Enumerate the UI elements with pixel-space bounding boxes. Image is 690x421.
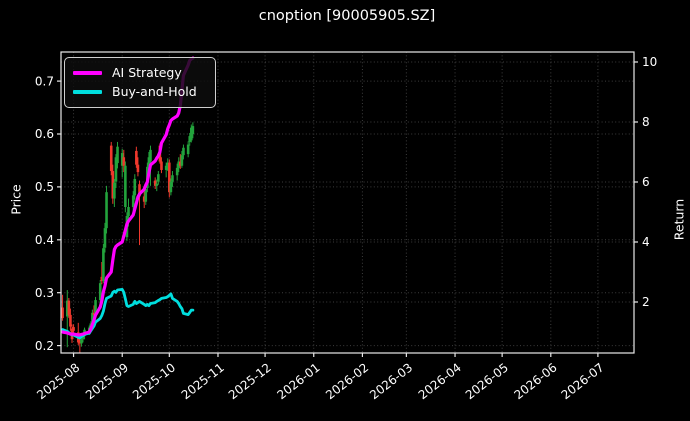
candle-down <box>92 312 96 315</box>
x-tick-label: 2026-01 <box>274 360 322 402</box>
candle-up <box>186 144 190 155</box>
candle-up <box>127 206 130 216</box>
candle-up <box>164 165 168 170</box>
plot-frame <box>60 51 635 354</box>
price-axis-label: Price <box>8 184 24 215</box>
candle-up <box>191 126 195 134</box>
x-tick-label: 2026-07 <box>559 360 607 402</box>
ai-strategy-line-swatch <box>73 71 102 75</box>
candle-up <box>105 192 108 229</box>
price-tick-label: 0.6 <box>35 127 54 141</box>
candle-down <box>142 196 146 202</box>
candle-down <box>122 157 126 166</box>
x-tick-label: 2026-02 <box>323 360 371 402</box>
buy-and-hold-line-swatch <box>73 90 102 94</box>
price-tick-label: 0.7 <box>35 74 54 88</box>
candle-up <box>131 195 135 207</box>
legend-item-ai-strategy: AI Strategy <box>73 64 207 80</box>
candle-down <box>179 161 182 166</box>
series-line-ai-strategy <box>60 56 195 337</box>
return-tick-label: 10 <box>642 55 657 69</box>
candle-up <box>182 147 185 156</box>
price-tick-label: 0.3 <box>35 286 54 300</box>
series-line-buy-and-hold <box>61 287 195 340</box>
x-tick-label: 2025-12 <box>226 360 274 402</box>
return-axis-label: Return <box>671 198 687 241</box>
x-tick-label: 2026-06 <box>512 360 560 402</box>
candle-down <box>109 145 113 172</box>
candle-up <box>98 283 102 301</box>
candle-up <box>189 127 193 141</box>
candle-up <box>157 174 160 182</box>
candle-up <box>102 248 105 282</box>
candle-down <box>78 342 82 344</box>
candle-up <box>147 157 151 167</box>
candle-down <box>160 161 163 170</box>
candle-down <box>138 184 141 197</box>
x-tick-label: 2025-10 <box>130 360 178 402</box>
candle-up <box>65 300 69 317</box>
legend-item-buy-and-hold: Buy-and-Hold <box>73 83 207 99</box>
candle-up <box>94 300 97 315</box>
candle-up <box>113 182 116 199</box>
candle-up <box>180 155 184 166</box>
candle-up <box>81 336 85 340</box>
candle-up <box>149 149 152 162</box>
price-tick-label: 0.2 <box>35 339 54 353</box>
candle-up <box>80 339 83 344</box>
return-tick-label: 4 <box>642 235 650 249</box>
candle-up <box>175 167 179 176</box>
candle-down <box>72 327 75 331</box>
return-tick-label: 6 <box>642 175 650 189</box>
candle-down <box>69 314 72 327</box>
price-tick-label: 0.5 <box>35 180 54 194</box>
candle-up <box>124 165 127 207</box>
candle-down <box>111 171 115 199</box>
x-tick-label: 2026-05 <box>463 360 511 402</box>
chart-title: cnoption [90005905.SZ] <box>258 8 436 24</box>
candle-up <box>169 181 173 193</box>
x-tick-label: 2026-03 <box>367 360 415 402</box>
return-tick-label: 8 <box>642 115 650 129</box>
candle-up <box>103 228 107 248</box>
x-tick-label: 2025-11 <box>179 360 227 402</box>
candle-up <box>155 183 159 186</box>
candle-down <box>168 162 171 193</box>
candle-up <box>144 189 148 202</box>
candle-up <box>166 162 170 166</box>
candle-up <box>188 136 192 142</box>
candle-down <box>100 276 104 282</box>
legend-label-buy-and-hold: Buy-and-Hold <box>112 83 197 99</box>
candle-down <box>61 307 64 319</box>
candle-down <box>67 300 71 315</box>
x-tick-label: 2026-04 <box>416 360 464 402</box>
candle-up <box>116 146 119 164</box>
legend: AI Strategy Buy-and-Hold <box>64 57 216 108</box>
candle-up <box>91 312 94 325</box>
candle-down <box>153 180 157 186</box>
candle-up <box>114 157 118 182</box>
candle-down <box>135 150 138 165</box>
candle-up <box>133 178 137 196</box>
x-tick-label: 2025-09 <box>83 360 131 402</box>
candle-down <box>136 164 140 173</box>
return-tick-label: 2 <box>642 295 650 309</box>
price-tick-label: 0.4 <box>35 233 54 247</box>
candle-up <box>171 175 174 182</box>
candle-up <box>177 161 181 168</box>
x-tick-label: 2025-08 <box>34 360 82 402</box>
legend-label-ai-strategy: AI Strategy <box>112 64 182 80</box>
candle-up <box>120 153 124 166</box>
